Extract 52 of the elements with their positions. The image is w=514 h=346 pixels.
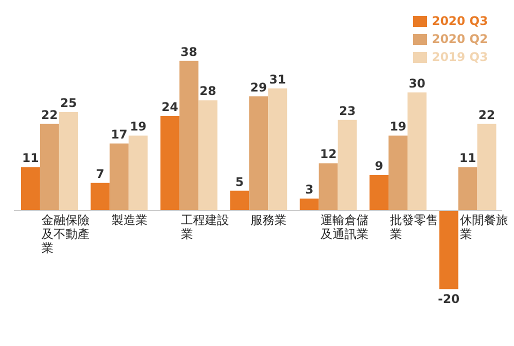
bar (408, 92, 427, 210)
x-tick-label: 服務業 (250, 213, 288, 228)
x-tick-label: 工程建設業 (180, 213, 230, 242)
data-label: 30 (408, 76, 426, 90)
bar (90, 182, 110, 210)
data-label: 31 (269, 72, 286, 86)
bar (370, 175, 389, 210)
data-label: 25 (60, 96, 77, 110)
bar (477, 124, 496, 210)
data-label: 22 (478, 108, 496, 122)
x-tick-label: 製造業 (111, 213, 148, 228)
bar (300, 198, 319, 210)
bar (58, 112, 78, 210)
x-tick-label: 金融保險及不動產業 (42, 213, 91, 256)
bar (249, 96, 268, 210)
legend-label: 2020 Q2 (432, 31, 488, 48)
bar (179, 60, 198, 210)
data-label: 17 (110, 128, 128, 142)
data-label: 19 (130, 120, 147, 134)
bar (160, 116, 180, 210)
data-label: 38 (180, 44, 198, 59)
data-label: 23 (338, 104, 356, 118)
legend-label: 2020 Q3 (432, 13, 488, 30)
bar (198, 100, 218, 210)
data-label: 7 (96, 166, 104, 181)
bar (318, 163, 338, 210)
bar (439, 210, 458, 290)
data-label: 22 (41, 108, 58, 122)
bar (230, 190, 250, 210)
bar (128, 136, 148, 210)
data-label: 24 (162, 100, 178, 114)
data-label: 11 (22, 151, 39, 166)
data-label: 9 (374, 159, 384, 174)
data-label: 11 (459, 151, 476, 166)
data-label: 3 (305, 182, 314, 197)
x-tick-label: 運輸倉儲及通訊業 (320, 213, 370, 242)
x-tick-label: 休閒餐旅業 (460, 213, 509, 242)
bar (40, 124, 59, 210)
bar (268, 88, 288, 210)
x-tick-label: 批發零售業 (390, 213, 440, 242)
bar (458, 167, 478, 210)
bar (110, 144, 129, 210)
data-label: 29 (250, 80, 267, 94)
data-label: 5 (235, 174, 244, 189)
bar (388, 136, 408, 210)
data-label: 28 (200, 84, 216, 98)
bar (338, 120, 357, 210)
data-label: -20 (438, 292, 460, 306)
data-label: 12 (320, 147, 337, 162)
bar (20, 167, 40, 210)
data-label: 19 (390, 120, 406, 134)
legend-label: 2019 Q3 (432, 49, 488, 66)
